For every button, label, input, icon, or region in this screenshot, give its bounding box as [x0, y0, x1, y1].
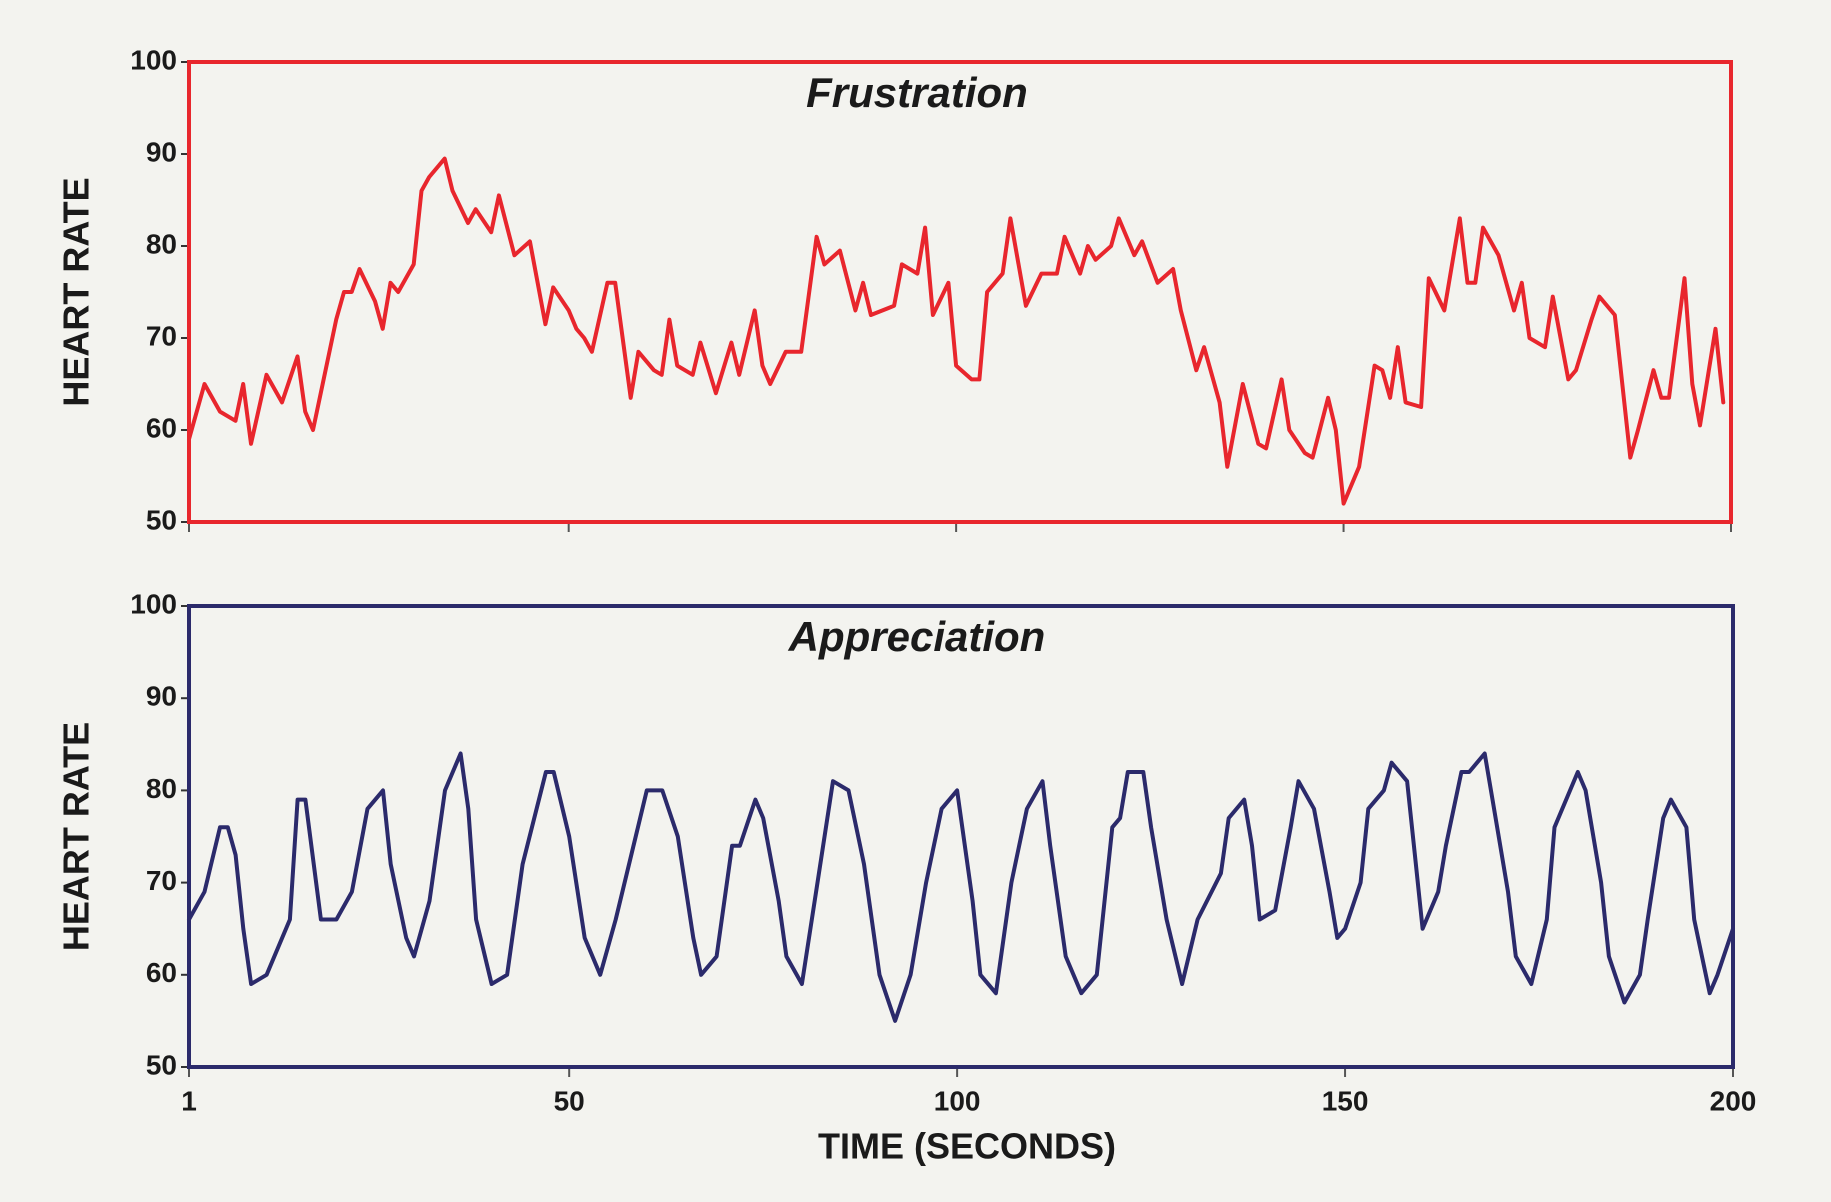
x-tick-label: 100: [934, 1085, 981, 1116]
x-tick-label: 150: [1322, 1085, 1369, 1116]
y-tick-label: 70: [146, 865, 177, 896]
heart-rate-line: [187, 751, 1735, 1023]
x-tick-label: 200: [1710, 1085, 1757, 1116]
y-tick-label: 70: [146, 320, 177, 351]
y-axis-title: HEART RATE: [56, 177, 97, 406]
x-tick-label: 1: [181, 1085, 197, 1116]
chart-title: Frustration: [806, 69, 1028, 116]
x-axis-title: TIME (SECONDS): [818, 1126, 1116, 1167]
y-tick-label: 100: [130, 44, 177, 75]
y-tick-label: 50: [146, 504, 177, 535]
plot-frame: [187, 60, 1733, 524]
y-tick-label: 100: [130, 588, 177, 619]
y-tick-label: 60: [146, 957, 177, 988]
y-axis-title: HEART RATE: [56, 722, 97, 951]
y-tick-label: 90: [146, 136, 177, 167]
plot-frame: [187, 604, 1735, 1069]
y-tick-label: 50: [146, 1049, 177, 1080]
y-tick-label: 60: [146, 412, 177, 443]
chart-title: Appreciation: [788, 613, 1046, 660]
heart-rate-line: [187, 156, 1726, 506]
y-tick-label: 80: [146, 773, 177, 804]
y-tick-label: 80: [146, 228, 177, 259]
x-tick-label: 50: [554, 1085, 585, 1116]
y-tick-label: 90: [146, 681, 177, 712]
